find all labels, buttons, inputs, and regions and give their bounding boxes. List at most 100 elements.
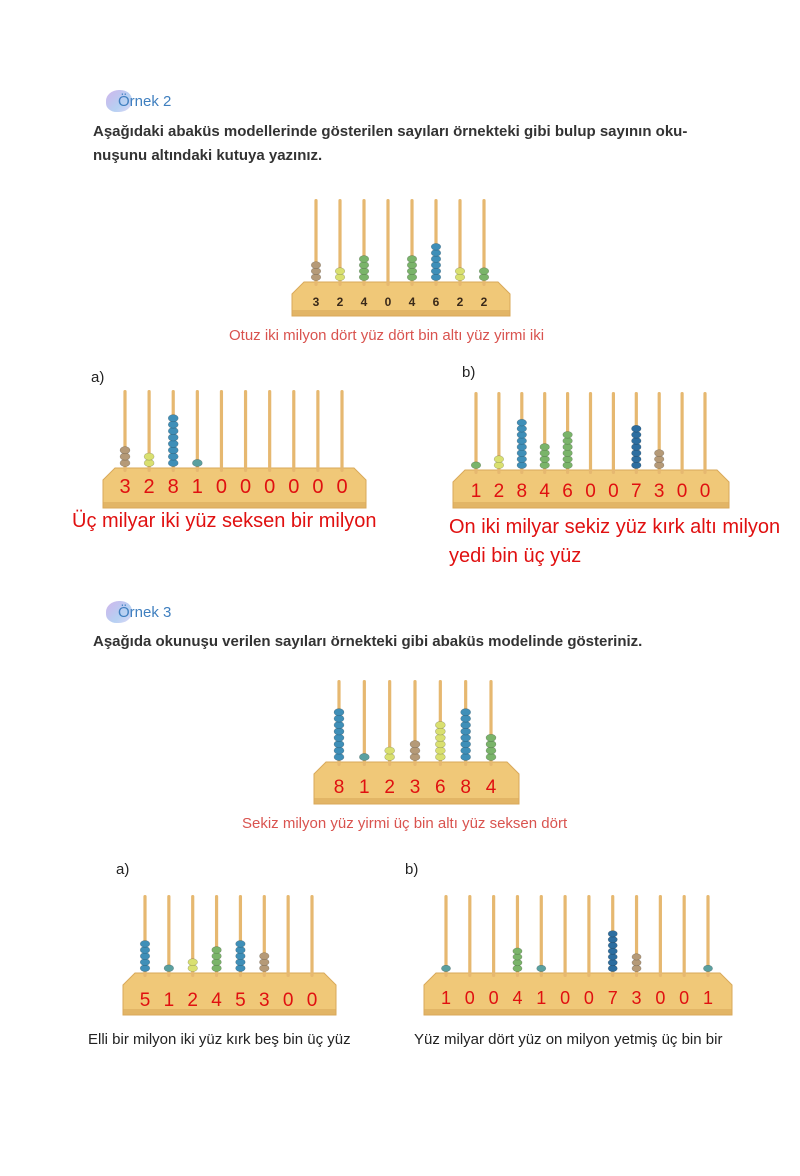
abacus-digit: 8 bbox=[460, 777, 471, 798]
abacus-bead bbox=[187, 958, 198, 966]
abacus-rod bbox=[444, 895, 448, 977]
abacus-bead bbox=[435, 721, 446, 729]
abacus-digit: 5 bbox=[140, 990, 151, 1011]
abacus-base bbox=[122, 972, 337, 1016]
abacus-digit: 1 bbox=[192, 476, 203, 498]
abacus-digit: 0 bbox=[560, 988, 570, 1008]
abacus-digit: 0 bbox=[465, 988, 475, 1008]
abacus-digit: 0 bbox=[489, 988, 499, 1008]
abacus-base-shadow bbox=[314, 798, 519, 804]
abacus-digit: 1 bbox=[471, 481, 482, 502]
abacus-digit: 4 bbox=[486, 777, 497, 798]
abacus-digit: 4 bbox=[512, 988, 522, 1008]
abacus-bead bbox=[139, 940, 151, 948]
abacus-digit: 1 bbox=[441, 988, 451, 1008]
abacus-rod bbox=[219, 390, 224, 472]
abacus-bead bbox=[430, 243, 442, 251]
abacus-digit: 0 bbox=[312, 476, 323, 498]
abacus-digit: 8 bbox=[168, 476, 179, 498]
abacus-bead bbox=[512, 947, 523, 955]
example3-a-label: a) bbox=[116, 861, 130, 878]
abacus-base-shadow bbox=[103, 502, 366, 508]
abacus-rod bbox=[468, 895, 472, 977]
abacus-bead bbox=[163, 964, 174, 972]
abacus-digit: 0 bbox=[655, 988, 665, 1008]
abacus-bead bbox=[406, 255, 418, 263]
abacus-rod bbox=[268, 390, 272, 472]
instruction-line-1: Aşağıdaki abaküs modellerinde gösterilen… bbox=[93, 123, 688, 140]
abacus-rod bbox=[482, 199, 486, 286]
abacus-rod bbox=[191, 895, 195, 977]
abacus-bead bbox=[562, 431, 573, 439]
example3-instruction: Aşağıda okunuşu verilen sayıları örnekte… bbox=[93, 633, 643, 650]
abacus-digit: 0 bbox=[216, 476, 227, 498]
abacus-rod bbox=[563, 895, 567, 977]
example3-b-reading: Yüz milyar dört yüz on milyon yetmiş üç … bbox=[414, 1031, 723, 1048]
abacus-rod bbox=[703, 392, 707, 474]
abacus-rod bbox=[243, 390, 248, 472]
abacus-base-shadow bbox=[292, 310, 510, 316]
example3-title: Örnek 3 bbox=[106, 601, 171, 623]
abacus-digit: 1 bbox=[536, 988, 546, 1008]
abacus-digit: 5 bbox=[235, 990, 246, 1011]
abacus-rod bbox=[338, 199, 342, 286]
abacus-rod bbox=[497, 392, 501, 474]
abacus-bead bbox=[460, 708, 471, 717]
abacus-digit: 0 bbox=[679, 988, 689, 1008]
abacus-rod bbox=[587, 895, 591, 977]
abacus-rod bbox=[340, 390, 344, 472]
abacus-digit: 2 bbox=[481, 295, 488, 309]
abacus-bead bbox=[259, 952, 270, 960]
abacus-bead bbox=[441, 964, 451, 972]
abacus-bead bbox=[143, 452, 155, 461]
abacus-digit: 0 bbox=[264, 476, 275, 498]
abacus-bead bbox=[358, 255, 370, 263]
abacus-rod bbox=[611, 392, 615, 474]
abacus-bead bbox=[454, 267, 466, 275]
abacus-bead bbox=[478, 267, 490, 275]
abacus-rod bbox=[539, 895, 543, 977]
abacus-base-shadow bbox=[424, 1009, 732, 1015]
abacus-digit: 2 bbox=[187, 990, 198, 1011]
abacus-digit: 2 bbox=[457, 295, 464, 309]
example2-b-label: b) bbox=[462, 364, 476, 381]
abacus-digit: 0 bbox=[385, 295, 392, 309]
abacus-base-shadow bbox=[453, 502, 729, 508]
abacus-digit: 2 bbox=[494, 481, 505, 502]
abacus-digit: 3 bbox=[654, 481, 665, 502]
abacus-digit: 0 bbox=[700, 481, 711, 502]
abacus-digit: 0 bbox=[677, 481, 688, 502]
abacus-bead bbox=[359, 753, 370, 761]
example2-title: Örnek 2 bbox=[106, 90, 171, 112]
abacus-digit: 0 bbox=[288, 476, 299, 498]
abacus-rod bbox=[474, 392, 478, 474]
abacus-digit: 6 bbox=[433, 295, 440, 309]
abacus-rod bbox=[588, 392, 593, 474]
abacus-digit: 8 bbox=[334, 777, 345, 798]
abacus-digit: 7 bbox=[608, 988, 618, 1008]
abacus-rod bbox=[658, 895, 662, 977]
abacus-digit: 2 bbox=[337, 295, 344, 309]
abacus-bead bbox=[334, 267, 346, 275]
abacus-bead bbox=[493, 455, 505, 463]
abacus-digit: 6 bbox=[562, 481, 573, 502]
example2-a-answer: Üç milyar iki yüz seksen bir milyon bbox=[72, 510, 377, 532]
abacus-rod bbox=[147, 390, 151, 472]
abacus-rod bbox=[167, 895, 171, 977]
abacus-bead bbox=[167, 414, 179, 423]
abacus-bead bbox=[384, 746, 395, 755]
abacus-digit: 1 bbox=[359, 777, 370, 798]
abacus-rod bbox=[682, 895, 686, 977]
abacus-digit: 0 bbox=[240, 476, 251, 498]
abacus-rod bbox=[310, 895, 314, 977]
abacus-rod bbox=[286, 895, 290, 977]
abacus-digit: 0 bbox=[283, 990, 294, 1011]
example3-b-label: b) bbox=[405, 861, 419, 878]
example2-a-label: a) bbox=[91, 369, 105, 386]
abacus-digit: 7 bbox=[631, 481, 642, 502]
abacus-bead bbox=[333, 708, 345, 717]
abacus-digit: 3 bbox=[410, 777, 421, 798]
